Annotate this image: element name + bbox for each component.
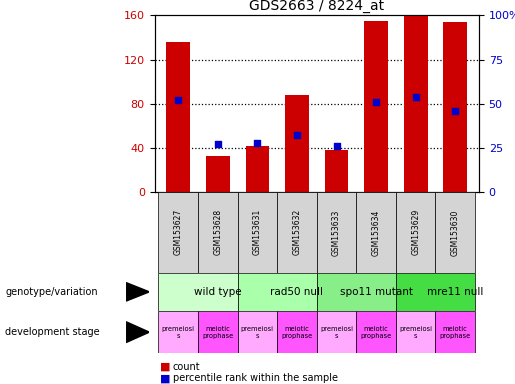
FancyBboxPatch shape <box>198 311 237 353</box>
Bar <box>246 146 269 192</box>
Text: GSM153632: GSM153632 <box>293 209 301 255</box>
Bar <box>364 21 388 192</box>
Text: ■: ■ <box>160 362 170 372</box>
Bar <box>166 42 190 192</box>
Polygon shape <box>126 283 149 301</box>
FancyBboxPatch shape <box>317 192 356 273</box>
Text: meiotic
prophase: meiotic prophase <box>440 326 471 339</box>
Text: percentile rank within the sample: percentile rank within the sample <box>173 373 337 383</box>
Text: meiotic
prophase: meiotic prophase <box>360 326 392 339</box>
Text: GSM153627: GSM153627 <box>174 209 183 255</box>
Text: GSM153628: GSM153628 <box>213 209 222 255</box>
Point <box>174 97 182 103</box>
Bar <box>324 150 348 192</box>
FancyBboxPatch shape <box>237 273 317 311</box>
FancyBboxPatch shape <box>435 192 475 273</box>
Text: GSM153631: GSM153631 <box>253 209 262 255</box>
Text: GSM153633: GSM153633 <box>332 209 341 255</box>
Point <box>214 141 222 147</box>
Text: premeiosi
s: premeiosi s <box>320 326 353 339</box>
Text: meiotic
prophase: meiotic prophase <box>202 326 233 339</box>
FancyBboxPatch shape <box>237 311 277 353</box>
FancyBboxPatch shape <box>159 273 237 311</box>
Point <box>411 94 420 100</box>
FancyBboxPatch shape <box>396 192 435 273</box>
Text: premeiosi
s: premeiosi s <box>162 326 195 339</box>
Text: premeiosi
s: premeiosi s <box>399 326 432 339</box>
FancyBboxPatch shape <box>277 311 317 353</box>
Point <box>253 139 262 146</box>
Text: GSM153630: GSM153630 <box>451 209 460 255</box>
Bar <box>404 17 427 192</box>
Text: GSM153629: GSM153629 <box>411 209 420 255</box>
Text: wild type: wild type <box>194 287 242 297</box>
Text: ■: ■ <box>160 373 170 383</box>
Title: GDS2663 / 8224_at: GDS2663 / 8224_at <box>249 0 384 13</box>
FancyBboxPatch shape <box>159 192 198 273</box>
Text: GSM153634: GSM153634 <box>372 209 381 255</box>
Bar <box>285 95 309 192</box>
Text: count: count <box>173 362 200 372</box>
Text: genotype/variation: genotype/variation <box>5 287 98 297</box>
FancyBboxPatch shape <box>237 192 277 273</box>
FancyBboxPatch shape <box>277 192 317 273</box>
FancyBboxPatch shape <box>317 311 356 353</box>
FancyBboxPatch shape <box>356 192 396 273</box>
FancyBboxPatch shape <box>317 273 396 311</box>
Text: rad50 null: rad50 null <box>270 287 323 297</box>
Bar <box>443 22 467 192</box>
FancyBboxPatch shape <box>356 311 396 353</box>
Text: mre11 null: mre11 null <box>427 287 484 297</box>
Polygon shape <box>126 322 149 343</box>
Bar <box>206 156 230 192</box>
FancyBboxPatch shape <box>396 273 475 311</box>
Text: spo11 mutant: spo11 mutant <box>339 287 413 297</box>
FancyBboxPatch shape <box>396 311 435 353</box>
Text: development stage: development stage <box>5 327 100 337</box>
Point <box>451 108 459 114</box>
FancyBboxPatch shape <box>159 311 198 353</box>
Point <box>332 143 340 149</box>
Point <box>372 99 380 105</box>
FancyBboxPatch shape <box>435 311 475 353</box>
Text: premeiosi
s: premeiosi s <box>241 326 274 339</box>
Text: meiotic
prophase: meiotic prophase <box>281 326 313 339</box>
Point <box>293 132 301 139</box>
FancyBboxPatch shape <box>198 192 237 273</box>
